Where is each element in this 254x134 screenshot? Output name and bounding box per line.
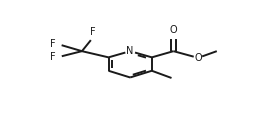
Text: O: O [194,53,202,63]
Text: O: O [170,25,177,35]
Text: F: F [50,39,55,49]
Text: N: N [126,46,134,56]
Text: F: F [90,27,96,36]
Text: F: F [50,52,55,62]
